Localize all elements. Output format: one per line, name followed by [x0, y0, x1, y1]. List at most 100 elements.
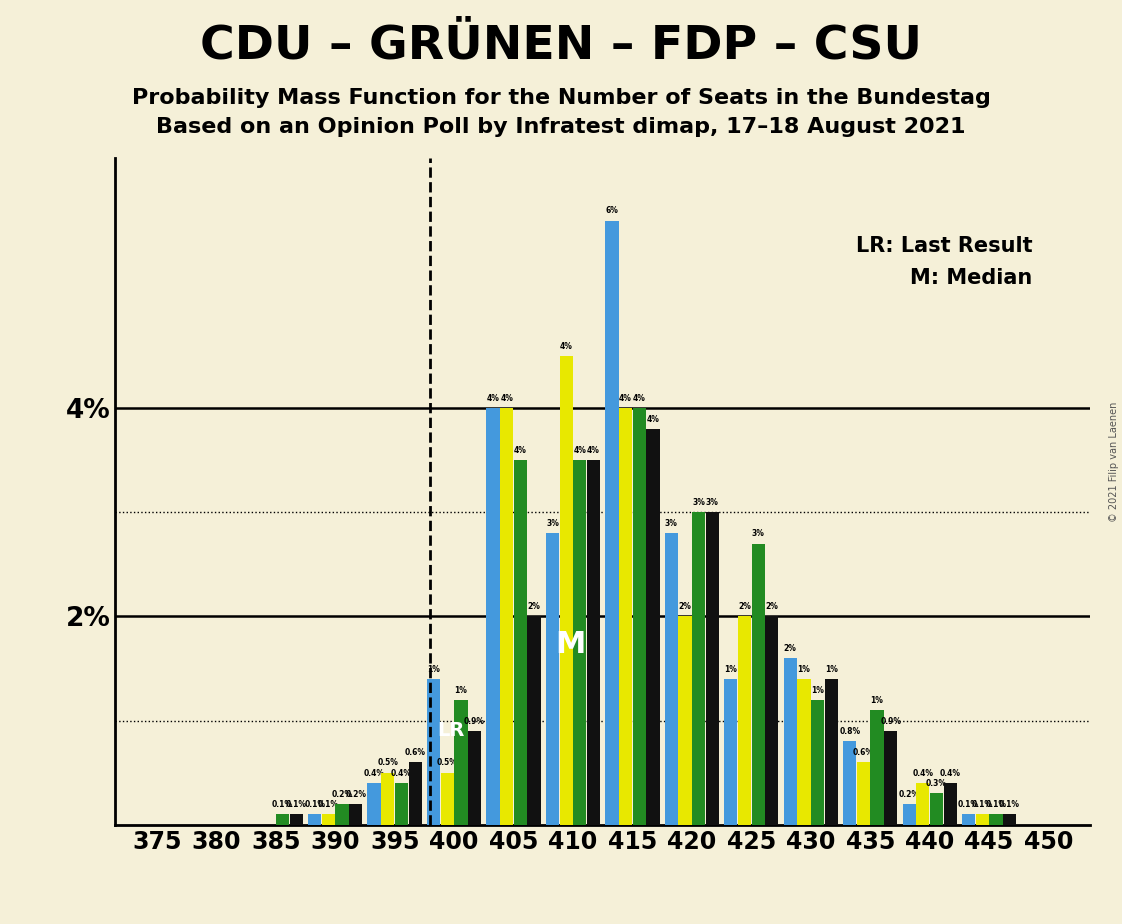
- Text: Based on an Opinion Poll by Infratest dimap, 17–18 August 2021: Based on an Opinion Poll by Infratest di…: [156, 117, 966, 138]
- Bar: [1003, 814, 1017, 825]
- Text: 4%: 4%: [487, 394, 499, 403]
- Bar: [289, 814, 303, 825]
- Bar: [605, 221, 618, 825]
- Text: Probability Mass Function for the Number of Seats in the Bundestag: Probability Mass Function for the Number…: [131, 88, 991, 108]
- Text: M: Median: M: Median: [910, 268, 1032, 288]
- Bar: [560, 356, 572, 825]
- Bar: [587, 460, 600, 825]
- Bar: [930, 794, 944, 825]
- Bar: [724, 679, 737, 825]
- Text: 0.3%: 0.3%: [926, 779, 947, 788]
- Text: 1%: 1%: [798, 664, 810, 674]
- Bar: [514, 460, 527, 825]
- Bar: [976, 814, 988, 825]
- Text: 4%: 4%: [573, 446, 587, 455]
- Text: 1%: 1%: [811, 686, 824, 695]
- Bar: [545, 533, 559, 825]
- Bar: [335, 804, 349, 825]
- Bar: [381, 772, 395, 825]
- Text: 0.5%: 0.5%: [377, 759, 398, 768]
- Bar: [679, 616, 691, 825]
- Text: 0.9%: 0.9%: [881, 717, 901, 725]
- Text: 3%: 3%: [692, 498, 705, 507]
- Text: 2%: 2%: [527, 602, 541, 611]
- Text: © 2021 Filip van Laenen: © 2021 Filip van Laenen: [1110, 402, 1119, 522]
- Bar: [664, 533, 678, 825]
- Text: 3%: 3%: [546, 519, 559, 528]
- Text: 0.1%: 0.1%: [286, 800, 306, 809]
- Text: M: M: [555, 630, 586, 659]
- Text: 3%: 3%: [706, 498, 719, 507]
- Text: 0.1%: 0.1%: [304, 800, 325, 809]
- Text: 2%: 2%: [679, 602, 691, 611]
- Text: 0.4%: 0.4%: [390, 769, 412, 778]
- Text: CDU – GRÜNEN – FDP – CSU: CDU – GRÜNEN – FDP – CSU: [200, 23, 922, 68]
- Text: 4%: 4%: [646, 415, 660, 424]
- Bar: [871, 711, 884, 825]
- Text: 4%: 4%: [560, 342, 572, 351]
- Bar: [309, 814, 321, 825]
- Text: 4%: 4%: [633, 394, 645, 403]
- Bar: [573, 460, 587, 825]
- Bar: [917, 783, 929, 825]
- Text: 1%: 1%: [725, 664, 737, 674]
- Text: 1%: 1%: [825, 664, 838, 674]
- Bar: [368, 783, 380, 825]
- Bar: [798, 679, 810, 825]
- Text: 0.4%: 0.4%: [939, 769, 960, 778]
- Text: 1%: 1%: [454, 686, 468, 695]
- Bar: [322, 814, 335, 825]
- Text: 0.1%: 0.1%: [972, 800, 993, 809]
- Text: 0.6%: 0.6%: [853, 748, 874, 757]
- Text: 4%: 4%: [514, 446, 527, 455]
- Bar: [408, 762, 422, 825]
- Bar: [619, 408, 632, 825]
- Bar: [738, 616, 751, 825]
- Bar: [752, 543, 765, 825]
- Bar: [454, 699, 468, 825]
- Text: 0.5%: 0.5%: [436, 759, 458, 768]
- Text: 0.2%: 0.2%: [346, 790, 366, 798]
- Text: 0.1%: 0.1%: [985, 800, 1006, 809]
- Bar: [990, 814, 1003, 825]
- Bar: [395, 783, 408, 825]
- Text: 2%: 2%: [738, 602, 751, 611]
- Bar: [857, 762, 870, 825]
- Bar: [441, 772, 454, 825]
- Bar: [783, 658, 797, 825]
- Text: 0.6%: 0.6%: [405, 748, 425, 757]
- Bar: [843, 741, 856, 825]
- Text: 4%: 4%: [500, 394, 513, 403]
- Text: 3%: 3%: [665, 519, 678, 528]
- Bar: [944, 783, 957, 825]
- Bar: [765, 616, 779, 825]
- Text: 0.4%: 0.4%: [364, 769, 385, 778]
- Bar: [527, 616, 541, 825]
- Bar: [962, 814, 975, 825]
- Text: LR: Last Result: LR: Last Result: [856, 236, 1032, 256]
- Text: 6%: 6%: [606, 206, 618, 215]
- Bar: [427, 679, 440, 825]
- Text: 0.8%: 0.8%: [839, 727, 861, 736]
- Bar: [884, 731, 898, 825]
- Bar: [811, 699, 825, 825]
- Text: 0.4%: 0.4%: [912, 769, 934, 778]
- Bar: [825, 679, 838, 825]
- Text: 0.9%: 0.9%: [465, 717, 485, 725]
- Text: 4%: 4%: [587, 446, 600, 455]
- Text: 1%: 1%: [427, 664, 440, 674]
- Bar: [706, 512, 719, 825]
- Text: 0.2%: 0.2%: [331, 790, 352, 798]
- Bar: [633, 408, 646, 825]
- Bar: [500, 408, 514, 825]
- Text: 0.1%: 0.1%: [318, 800, 339, 809]
- Text: LR: LR: [438, 722, 465, 740]
- Bar: [902, 804, 916, 825]
- Text: 4%: 4%: [619, 394, 632, 403]
- Text: 0.1%: 0.1%: [999, 800, 1020, 809]
- Bar: [349, 804, 362, 825]
- Text: 0.1%: 0.1%: [958, 800, 980, 809]
- Bar: [646, 429, 660, 825]
- Bar: [486, 408, 499, 825]
- Text: 0.2%: 0.2%: [899, 790, 920, 798]
